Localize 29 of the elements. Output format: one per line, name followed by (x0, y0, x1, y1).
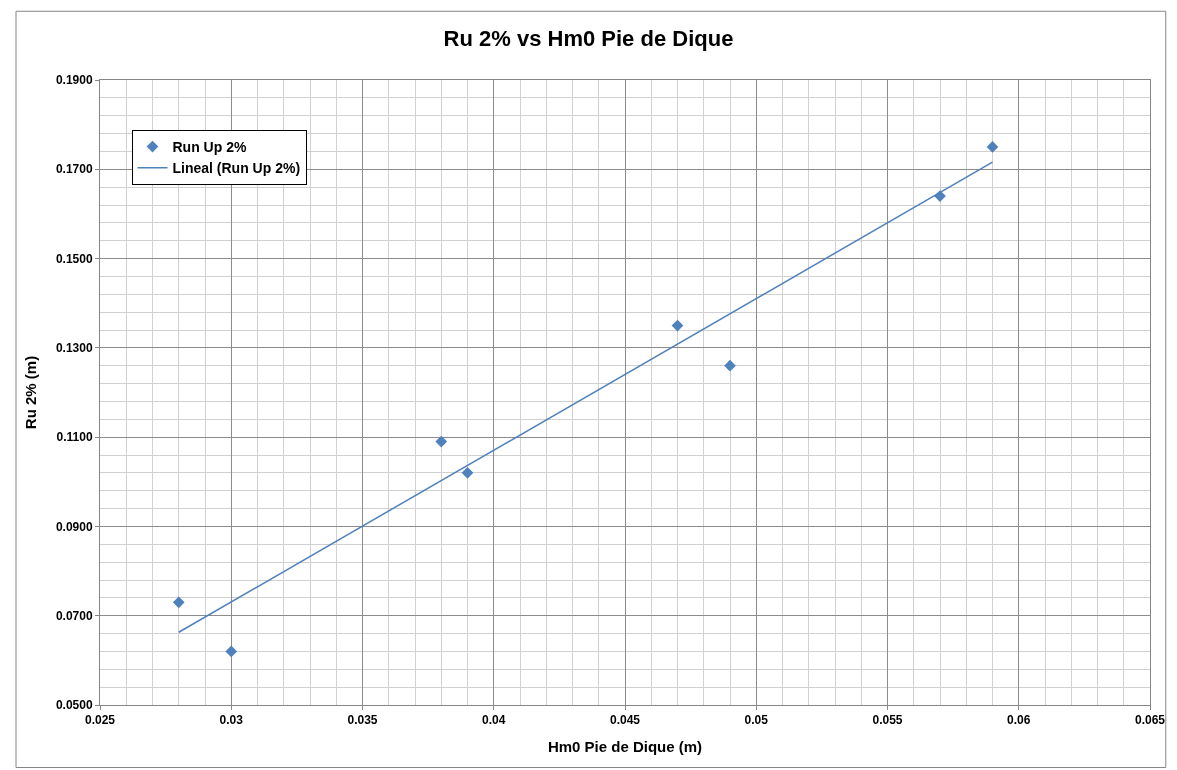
point (724, 359, 736, 372)
y-tick-label: 0.0700 (55, 608, 93, 623)
point (671, 319, 684, 332)
x-tick-label: 0.065 (1134, 713, 1166, 728)
chart-title: Ru 2% vs Hm0 Pie de Dique (443, 26, 734, 52)
point (435, 435, 448, 448)
y-axis-title: Ru 2% (m) (22, 355, 40, 430)
x-tick-label: 0.04 (482, 713, 506, 728)
x-tick-label: 0.035 (347, 713, 378, 728)
x-tick-label: 0.045 (609, 713, 641, 728)
y-tick-label: 0.0900 (55, 519, 93, 534)
y-tick-label: 0.0500 (55, 698, 93, 713)
x-tick-label: 0.05 (744, 713, 769, 728)
point (986, 141, 999, 153)
x-tick-label: 0.055 (872, 713, 903, 728)
x-axis-title: Hm0 Pie de Dique (m) (547, 738, 703, 756)
y-tick-label: 0.1100 (56, 430, 93, 445)
x-tick-label: 0.03 (219, 713, 244, 728)
legend-label: Lineal (Run Up 2%) (172, 160, 301, 177)
y-tick-label: 0.1900 (55, 73, 93, 88)
legend-label: Run Up 2% (172, 139, 247, 156)
point (172, 596, 185, 609)
x-tick-label: 0.06 (1007, 713, 1031, 728)
point (461, 467, 474, 479)
point (225, 645, 238, 658)
y-tick-label: 0.1500 (55, 251, 93, 266)
y-tick-label: 0.1300 (55, 341, 93, 356)
x-tick-label: 0.025 (84, 713, 116, 728)
y-tick-label: 0.1700 (55, 162, 93, 177)
